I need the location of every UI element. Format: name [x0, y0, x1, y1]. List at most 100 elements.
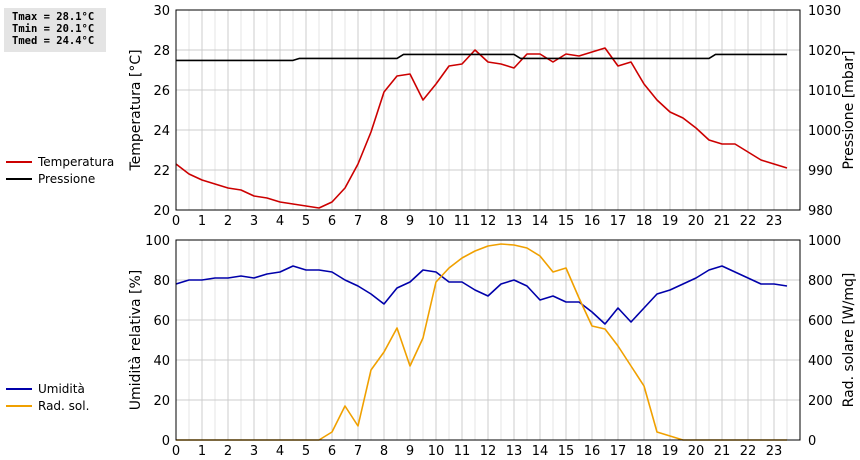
- y-tick-label-right: 990: [808, 164, 833, 179]
- x-tick-label: 1: [198, 214, 206, 229]
- x-tick-label: 0: [172, 444, 180, 459]
- y-tick-label-left: 24: [153, 124, 170, 139]
- x-tick-label: 20: [688, 214, 705, 229]
- legend-item-umidita: Umidità: [6, 380, 89, 397]
- x-tick-label: 16: [584, 214, 601, 229]
- x-tick-label: 20: [688, 444, 705, 459]
- x-tick-label: 19: [662, 444, 679, 459]
- x-tick-label: 14: [532, 444, 549, 459]
- y-tick-label-right: 0: [808, 434, 816, 449]
- y-tick-label-right: 980: [808, 204, 833, 219]
- legend-label-pressione: Pressione: [38, 171, 96, 186]
- legend-item-pressione: Pressione: [6, 170, 114, 187]
- y-tick-label-left: 60: [153, 314, 170, 329]
- legend-top: Temperatura Pressione: [6, 153, 114, 187]
- y-tick-label-left: 30: [153, 4, 170, 19]
- tmax-stat: Tmax = 28.1°C: [12, 11, 95, 23]
- x-tick-label: 13: [506, 444, 523, 459]
- y-tick-label-right: 600: [808, 314, 833, 329]
- x-tick-label: 19: [662, 214, 679, 229]
- y-tick-label-left: 100: [145, 234, 170, 249]
- x-tick-label: 4: [276, 444, 284, 459]
- x-tick-label: 8: [380, 444, 388, 459]
- y-tick-label-right: 1000: [808, 234, 841, 249]
- y-tick-label-right: 1010: [808, 84, 841, 99]
- y-tick-label-left: 80: [153, 274, 170, 289]
- chart-temperature-pressure: 0 1 2 3 4 5 6 7 8 9 10 11 12 13 14 15 16 17 18 19 20 21 22 2320…: [128, 4, 857, 229]
- series-line-temperatura: [175, 47, 788, 209]
- x-tick-label: 2: [224, 444, 232, 459]
- tmed-stat: Tmed = 24.4°C: [12, 35, 95, 47]
- x-tick-label: 2: [224, 214, 232, 229]
- y-tick-label-right: 800: [808, 274, 833, 289]
- x-tick-label: 15: [558, 214, 575, 229]
- y-tick-label-right: 1030: [808, 4, 841, 19]
- x-tick-label: 22: [740, 214, 757, 229]
- x-tick-label: 1: [198, 444, 206, 459]
- y-axis-title-left: Temperatura [°C]: [128, 49, 144, 171]
- x-tick-label: 14: [532, 214, 549, 229]
- x-tick-label: 7: [354, 214, 362, 229]
- y-axis-title-right: Pressione [mbar]: [841, 50, 857, 169]
- x-tick-label: 12: [480, 214, 497, 229]
- x-tick-label: 23: [766, 444, 783, 459]
- y-tick-label-left: 28: [153, 44, 170, 59]
- x-tick-label: 21: [714, 444, 731, 459]
- legend-label-rad-sol: Rad. sol.: [38, 398, 90, 413]
- y-tick-label-left: 40: [153, 354, 170, 369]
- y-tick-label-right: 1020: [808, 44, 841, 59]
- y-tick-label-left: 22: [153, 164, 170, 179]
- series-line-umidit: [175, 265, 788, 325]
- y-tick-label-right: 400: [808, 354, 833, 369]
- x-tick-label: 18: [636, 444, 653, 459]
- legend-item-rad-sol: Rad. sol.: [6, 397, 89, 414]
- legend-swatch-pressione: [6, 177, 32, 180]
- plot-frame: [175, 9, 801, 211]
- x-tick-label: 21: [714, 214, 731, 229]
- y-axis-title-right: Rad. solare [W/mq]: [841, 273, 857, 408]
- x-tick-label: 5: [302, 444, 310, 459]
- y-tick-label-right: 1000: [808, 124, 841, 139]
- chart-humidity-radiation: 0 1 2 3 4 5 6 7 8 9 10 11 12 13 14 15 16 17 18 19 20 21 22 2302…: [128, 234, 857, 459]
- x-tick-label: 10: [428, 214, 445, 229]
- x-tick-label: 0: [172, 214, 180, 229]
- x-tick-label: 22: [740, 444, 757, 459]
- x-tick-label: 15: [558, 444, 575, 459]
- x-tick-label: 18: [636, 214, 653, 229]
- y-tick-label-left: 20: [153, 394, 170, 409]
- x-tick-label: 17: [610, 214, 627, 229]
- y-axis-title-left: Umidità relativa [%]: [128, 270, 144, 411]
- x-tick-label: 6: [328, 214, 336, 229]
- x-tick-label: 12: [480, 444, 497, 459]
- x-tick-label: 7: [354, 444, 362, 459]
- x-tick-label: 6: [328, 444, 336, 459]
- series-line-pressione: [176, 53, 787, 62]
- x-tick-label: 9: [406, 214, 414, 229]
- x-tick-label: 13: [506, 214, 523, 229]
- legend-swatch-rad-sol: [6, 404, 32, 407]
- legend-bottom: Umidità Rad. sol.: [6, 380, 89, 414]
- x-tick-label: 8: [380, 214, 388, 229]
- x-tick-label: 9: [406, 444, 414, 459]
- x-tick-label: 11: [454, 444, 471, 459]
- legend-swatch-umidita: [6, 387, 32, 390]
- x-tick-label: 4: [276, 214, 284, 229]
- x-tick-label: 5: [302, 214, 310, 229]
- tmin-stat: Tmin = 20.1°C: [12, 23, 95, 35]
- x-tick-label: 23: [766, 214, 783, 229]
- y-tick-label-left: 26: [153, 84, 170, 99]
- legend-item-temperatura: Temperatura: [6, 153, 114, 170]
- y-tick-label-right: 200: [808, 394, 833, 409]
- x-tick-label: 16: [584, 444, 601, 459]
- y-tick-label-left: 20: [153, 204, 170, 219]
- legend-swatch-temperatura: [6, 160, 32, 163]
- stats-box: Tmax = 28.1°C Tmin = 20.1°C Tmed = 24.4°…: [4, 8, 106, 52]
- x-tick-label: 17: [610, 444, 627, 459]
- x-tick-label: 3: [250, 214, 258, 229]
- plot-frame: [175, 239, 801, 441]
- x-tick-label: 11: [454, 214, 471, 229]
- legend-label-umidita: Umidità: [38, 381, 85, 396]
- x-tick-label: 10: [428, 444, 445, 459]
- x-tick-label: 3: [250, 444, 258, 459]
